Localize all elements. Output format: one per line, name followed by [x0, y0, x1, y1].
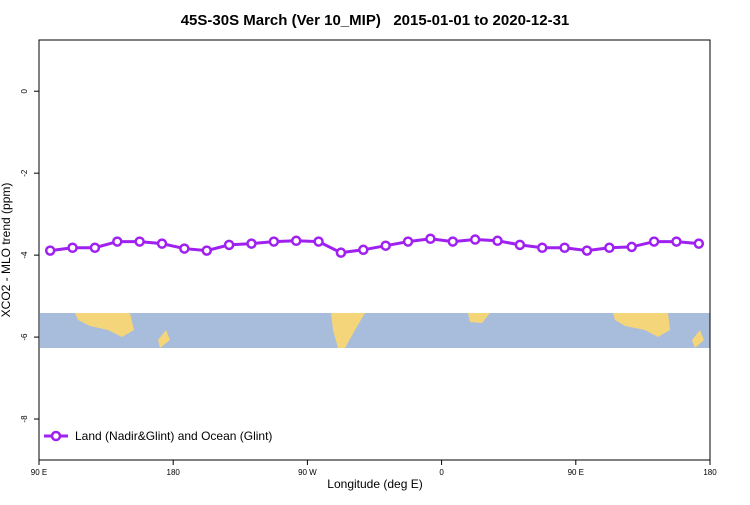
x-tick-label: 180: [703, 468, 717, 477]
point: [290, 235, 302, 247]
point: [693, 238, 705, 249]
point: [581, 245, 593, 256]
point: [402, 236, 414, 247]
point: [44, 245, 56, 256]
point: [514, 239, 526, 251]
y-tick-label: -2: [20, 169, 29, 177]
point: [447, 236, 459, 247]
map-strip: [40, 313, 710, 348]
point: [648, 236, 660, 247]
x-tick-label: 90 W: [298, 468, 317, 477]
point: [380, 240, 391, 251]
plot-frame: [38, 39, 711, 461]
point: [358, 244, 369, 256]
series-line: [49, 237, 699, 255]
point: [268, 236, 280, 247]
point: [671, 236, 682, 247]
point: [469, 234, 481, 245]
point: [89, 242, 101, 253]
x-tick-label: 0: [439, 468, 444, 477]
point: [604, 242, 615, 253]
y-axis-label: XCO2 - MLO trend (ppm): [0, 183, 13, 318]
x-tick-label: 90 E: [31, 468, 47, 477]
point: [335, 247, 347, 258]
point: [537, 242, 548, 253]
point: [425, 233, 436, 244]
point: [112, 236, 123, 247]
x-tick-label: 90 E: [568, 468, 584, 477]
x-tick-label: 180: [167, 468, 181, 477]
chart-title: 45S-30S March (Ver 10_MIP) 2015-01-01 to…: [181, 12, 570, 29]
point: [67, 242, 78, 253]
point: [201, 245, 212, 256]
point: [626, 241, 637, 253]
point: [223, 239, 235, 251]
point: [246, 238, 257, 249]
point: [134, 236, 145, 247]
point: [559, 242, 570, 253]
y-tick-label: 0: [20, 88, 29, 93]
y-tick-label: -4: [20, 251, 29, 259]
y-tick-label: -8: [20, 415, 29, 423]
legend-marker: [50, 430, 62, 442]
y-tick-label: -6: [20, 333, 29, 341]
point: [492, 235, 503, 247]
x-axis-label: Longitude (deg E): [327, 477, 422, 491]
point: [156, 238, 168, 249]
point: [313, 236, 324, 247]
point: [179, 243, 190, 254]
legend-label: Land (Nadir&Glint) and Ocean (Glint): [75, 429, 272, 443]
